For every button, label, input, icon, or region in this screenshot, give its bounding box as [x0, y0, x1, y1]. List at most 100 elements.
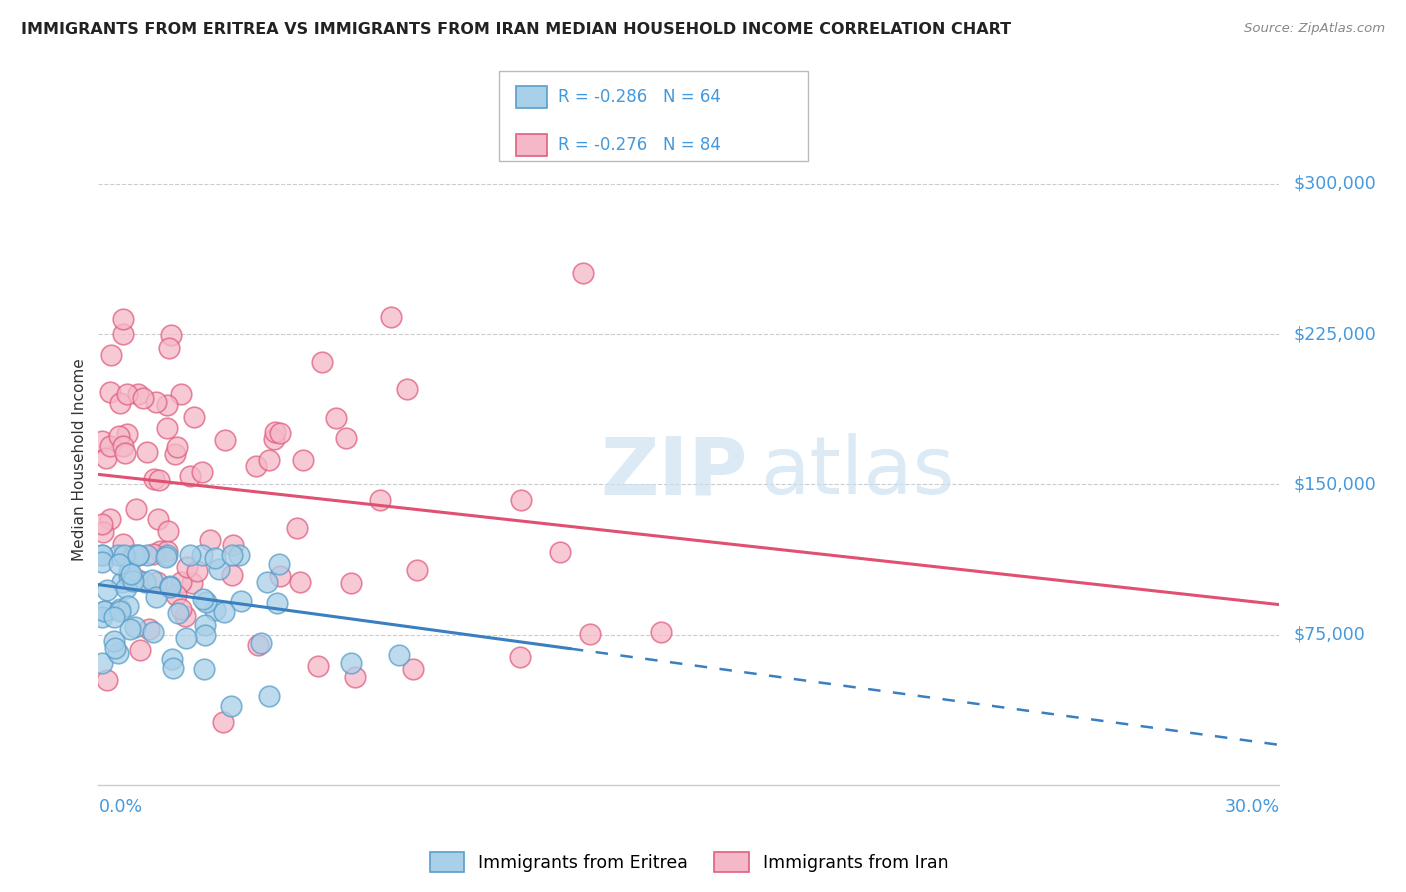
- Point: [96, 450, 118, 465]
- Point: [100, 348, 122, 362]
- Point: [380, 310, 402, 324]
- Point: [510, 493, 533, 508]
- Text: $75,000: $75,000: [1294, 625, 1365, 644]
- Point: [368, 492, 391, 507]
- Point: [138, 622, 160, 636]
- Point: [124, 620, 146, 634]
- Point: [269, 426, 291, 441]
- Point: [204, 551, 226, 566]
- Point: [108, 558, 131, 572]
- Text: Source: ZipAtlas.com: Source: ZipAtlas.com: [1244, 22, 1385, 36]
- Point: [247, 638, 270, 652]
- Point: [134, 575, 156, 590]
- Point: [190, 465, 212, 479]
- Text: ZIP: ZIP: [600, 434, 748, 511]
- Point: [125, 502, 148, 516]
- Point: [160, 651, 183, 665]
- Point: [245, 458, 267, 473]
- Point: [179, 548, 201, 562]
- Point: [212, 714, 235, 729]
- Point: [266, 596, 288, 610]
- Point: [91, 548, 114, 562]
- Point: [159, 580, 181, 594]
- Point: [111, 439, 134, 453]
- Point: [335, 431, 357, 445]
- Point: [91, 657, 114, 671]
- Point: [142, 472, 165, 486]
- Point: [118, 564, 141, 578]
- Point: [155, 549, 177, 564]
- Point: [402, 662, 425, 676]
- Legend: Immigrants from Eritrea, Immigrants from Iran: Immigrants from Eritrea, Immigrants from…: [423, 845, 955, 879]
- Point: [165, 588, 187, 602]
- Point: [98, 439, 121, 453]
- Point: [579, 627, 602, 641]
- Point: [174, 632, 197, 646]
- Point: [156, 548, 179, 562]
- Point: [145, 591, 167, 605]
- Point: [157, 524, 180, 539]
- Point: [190, 548, 212, 562]
- Point: [91, 516, 114, 531]
- Point: [122, 574, 145, 588]
- Point: [186, 564, 208, 578]
- Point: [208, 561, 231, 575]
- Y-axis label: Median Household Income: Median Household Income: [72, 358, 87, 561]
- Point: [142, 547, 165, 561]
- Point: [308, 658, 330, 673]
- Point: [103, 640, 125, 655]
- Point: [200, 533, 222, 547]
- Point: [127, 573, 149, 587]
- Point: [257, 452, 280, 467]
- Point: [288, 574, 311, 589]
- Point: [221, 548, 243, 562]
- Text: 0.0%: 0.0%: [98, 798, 142, 816]
- Point: [115, 387, 138, 401]
- Point: [142, 625, 165, 640]
- Text: $300,000: $300,000: [1294, 175, 1376, 193]
- Point: [91, 610, 114, 624]
- Point: [550, 545, 572, 559]
- Point: [112, 548, 135, 562]
- Point: [162, 661, 184, 675]
- Point: [135, 445, 157, 459]
- Point: [194, 628, 217, 642]
- Point: [340, 656, 363, 670]
- Point: [194, 595, 217, 609]
- Point: [129, 643, 152, 657]
- Point: [572, 267, 595, 281]
- Point: [325, 411, 347, 425]
- Text: 30.0%: 30.0%: [1225, 798, 1279, 816]
- Point: [267, 557, 290, 571]
- Point: [166, 440, 188, 454]
- Point: [228, 548, 250, 562]
- Point: [509, 650, 531, 665]
- Point: [108, 603, 131, 617]
- Point: [263, 432, 285, 446]
- Point: [340, 576, 363, 591]
- Text: $150,000: $150,000: [1294, 475, 1376, 493]
- Point: [204, 603, 226, 617]
- Point: [93, 604, 115, 618]
- Point: [127, 548, 149, 562]
- Text: R = -0.276   N = 84: R = -0.276 N = 84: [558, 136, 721, 154]
- Point: [156, 421, 179, 435]
- Point: [118, 622, 141, 636]
- Point: [127, 386, 149, 401]
- Point: [183, 410, 205, 425]
- Point: [231, 594, 253, 608]
- Point: [166, 606, 188, 620]
- Point: [395, 382, 418, 396]
- Point: [91, 555, 114, 569]
- Text: R = -0.286   N = 64: R = -0.286 N = 64: [558, 88, 721, 106]
- Point: [114, 445, 136, 459]
- Point: [149, 543, 172, 558]
- Text: $225,000: $225,000: [1294, 326, 1376, 343]
- Point: [176, 560, 198, 574]
- Point: [115, 427, 138, 442]
- Point: [214, 433, 236, 447]
- Point: [103, 633, 125, 648]
- Point: [107, 647, 129, 661]
- Point: [181, 576, 204, 591]
- Point: [145, 395, 167, 409]
